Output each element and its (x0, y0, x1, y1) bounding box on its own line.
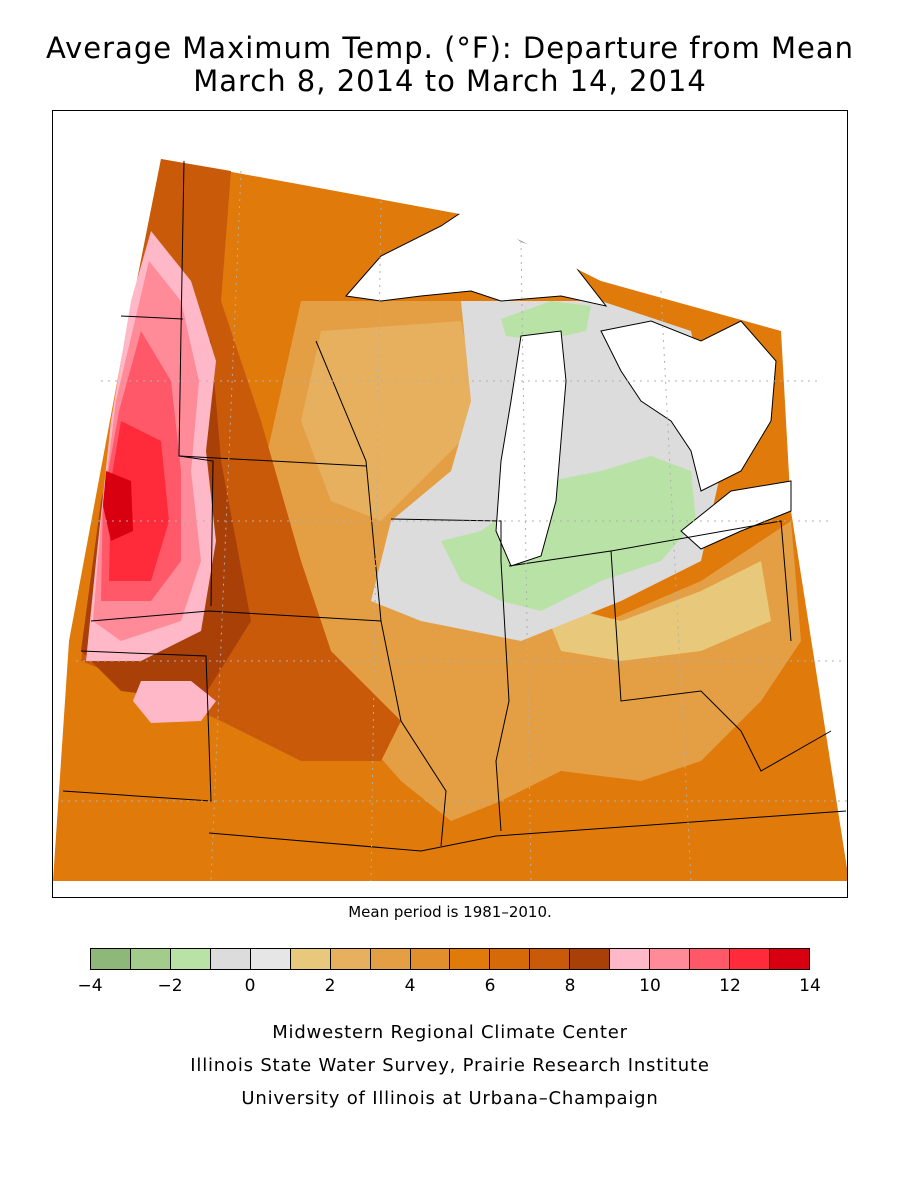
graticule (61, 170, 847, 882)
legend-swatch (410, 949, 451, 969)
state-boundaries (62, 160, 847, 852)
legend-swatch (370, 949, 411, 969)
region-pink-2 (133, 681, 216, 723)
legend-swatch (730, 949, 770, 969)
legend-swatch (210, 949, 251, 969)
region-deepest-red (103, 471, 133, 541)
legend-tick-label: 8 (564, 976, 576, 996)
legend-tick-label: 6 (484, 976, 496, 996)
credit-line-1: Midwestern Regional Climate Center (272, 1022, 628, 1043)
legend-swatch (130, 949, 171, 969)
legend-swatch (530, 949, 571, 969)
legend-tick-label: 4 (404, 976, 416, 996)
legend-tick-label: −2 (157, 976, 183, 996)
legend-swatch (610, 949, 651, 969)
legend-swatch (650, 949, 691, 969)
legend-swatch (490, 949, 531, 969)
legend-tick-label: 10 (639, 976, 661, 996)
color-legend (90, 948, 810, 970)
map-title: Average Maximum Temp. (°F): Departure fr… (45, 31, 855, 65)
legend-swatch (290, 949, 331, 969)
canada-land-blank (231, 111, 847, 331)
lake-superior (345, 205, 608, 307)
legend-swatch (91, 949, 131, 969)
legend-tick-label: 14 (799, 976, 821, 996)
legend-swatch (170, 949, 211, 969)
legend-tick-label: 2 (324, 976, 336, 996)
legend-swatch (330, 949, 371, 969)
credit-line-3: University of Illinois at Urbana–Champai… (241, 1088, 659, 1109)
temperature-departure-map (53, 111, 847, 882)
lake-erie (680, 480, 792, 550)
legend-tick-label: 0 (244, 976, 256, 996)
legend-swatch (250, 949, 291, 969)
mean-period-note: Mean period is 1981–2010. (348, 903, 552, 921)
region-tan (301, 321, 481, 521)
region-tan-2 (541, 561, 771, 661)
map-date-range: March 8, 2014 to March 14, 2014 (193, 64, 707, 98)
region-bright-red (109, 421, 169, 581)
lake-huron (600, 320, 777, 492)
lake-michigan (495, 330, 567, 567)
legend-swatch (769, 949, 809, 969)
legend-swatch (570, 949, 611, 969)
region-negative-lower (441, 456, 696, 611)
legend-tick-label: −4 (77, 976, 103, 996)
credit-line-2: Illinois State Water Survey, Prairie Res… (190, 1055, 710, 1076)
region-negative-upper (501, 301, 591, 341)
legend-swatch (690, 949, 730, 969)
legend-tick-label: 12 (719, 976, 741, 996)
legend-swatch (450, 949, 491, 969)
map-panel (52, 110, 848, 898)
